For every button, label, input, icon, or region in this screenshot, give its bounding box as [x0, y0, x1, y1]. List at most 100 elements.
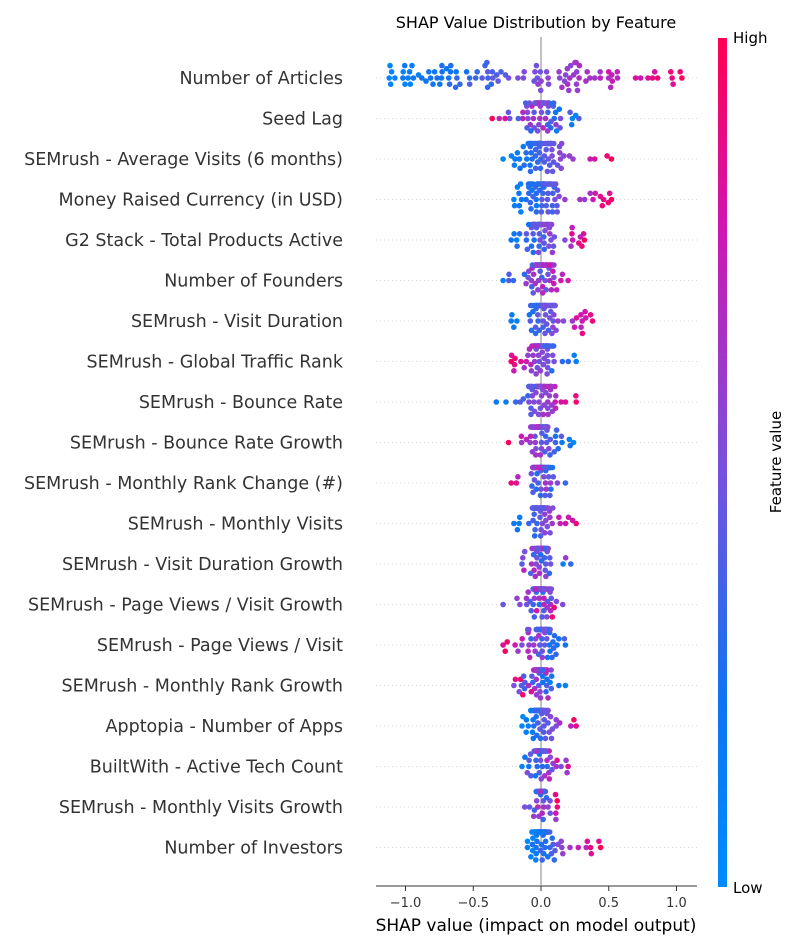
- point-semrush-page-views-visit-growth: [500, 601, 506, 608]
- point-semrush-bounce-rate-growth: [542, 424, 548, 430]
- point-number-of-investors: [528, 854, 534, 860]
- point-semrush-average-visits-6-months: [527, 140, 533, 147]
- colorbar-high-label: High: [733, 29, 767, 47]
- point-builtwith-active-tech-count: [519, 763, 525, 770]
- point-semrush-visit-duration-growth: [541, 555, 548, 561]
- feature-label-semrush-visit-duration: SEMrush - Visit Duration: [131, 312, 343, 332]
- point-number-of-articles: [439, 69, 445, 75]
- point-builtwith-active-tech-count: [549, 766, 555, 773]
- point-g2-stack-total-products-active: [530, 249, 537, 256]
- point-builtwith-active-tech-count: [547, 754, 554, 760]
- point-semrush-page-views-visit-growth: [544, 604, 550, 611]
- point-number-of-articles: [423, 78, 429, 84]
- point-semrush-page-views-visit: [550, 639, 556, 645]
- point-semrush-page-views-visit: [504, 639, 511, 645]
- point-apptopia-number-of-apps: [571, 717, 577, 723]
- point-semrush-monthly-rank-growth: [548, 667, 554, 673]
- point-semrush-monthly-visits-growth: [554, 798, 560, 804]
- point-number-of-articles: [679, 75, 685, 81]
- feature-label-semrush-average-visits-6-months: SEMrush - Average Visits (6 months): [24, 150, 343, 170]
- point-number-of-articles: [591, 75, 598, 81]
- point-g2-stack-total-products-active: [547, 221, 554, 228]
- point-seed-lag: [524, 109, 531, 116]
- point-number-of-investors: [588, 850, 595, 857]
- point-number-of-articles: [521, 69, 527, 75]
- point-semrush-monthly-visits: [543, 517, 549, 524]
- point-number-of-articles: [515, 75, 521, 81]
- point-semrush-average-visits-6-months: [541, 159, 548, 165]
- point-number-of-articles: [484, 84, 491, 91]
- point-g2-stack-total-products-active: [577, 234, 584, 240]
- point-g2-stack-total-products-active: [569, 237, 576, 243]
- point-semrush-monthly-visits-growth: [553, 816, 559, 823]
- point-semrush-monthly-rank-growth: [520, 673, 527, 679]
- point-number-of-articles: [583, 78, 589, 84]
- point-semrush-average-visits-6-months: [532, 165, 539, 172]
- point-number-of-articles: [637, 75, 644, 81]
- point-semrush-visit-duration: [573, 315, 580, 321]
- point-seed-lag: [502, 115, 508, 122]
- point-semrush-bounce-rate: [525, 393, 531, 399]
- point-seed-lag: [550, 100, 557, 106]
- point-semrush-monthly-visits-growth: [530, 813, 537, 820]
- point-semrush-page-views-visit-growth: [531, 595, 538, 602]
- point-semrush-page-views-visit-growth: [544, 614, 550, 620]
- point-number-of-investors: [539, 829, 546, 835]
- point-builtwith-active-tech-count: [550, 760, 556, 767]
- point-number-of-articles: [490, 75, 496, 81]
- point-semrush-average-visits-6-months: [508, 153, 515, 159]
- point-money-raised-currency-in-usd: [511, 202, 518, 209]
- point-apptopia-number-of-apps: [519, 723, 525, 729]
- point-semrush-average-visits-6-months: [549, 168, 556, 175]
- point-semrush-bounce-rate-growth: [532, 433, 538, 440]
- point-seed-lag: [557, 125, 563, 131]
- point-g2-stack-total-products-active: [569, 224, 575, 231]
- point-money-raised-currency-in-usd: [539, 196, 545, 203]
- point-builtwith-active-tech-count: [558, 763, 564, 770]
- point-semrush-visit-duration: [569, 318, 576, 324]
- point-semrush-average-visits-6-months: [527, 162, 533, 168]
- point-semrush-bounce-rate-growth: [518, 433, 525, 440]
- point-builtwith-active-tech-count: [536, 769, 543, 776]
- point-semrush-bounce-rate-growth: [542, 433, 549, 440]
- point-money-raised-currency-in-usd: [606, 190, 613, 197]
- point-semrush-monthly-rank-growth: [539, 673, 546, 679]
- point-semrush-page-views-visit: [539, 654, 546, 661]
- point-apptopia-number-of-apps: [535, 707, 541, 714]
- point-number-of-articles: [439, 62, 445, 69]
- point-semrush-visit-duration-growth: [521, 567, 527, 573]
- point-number-of-articles: [443, 65, 450, 72]
- feature-label-semrush-monthly-rank-change: SEMrush - Monthly Rank Change (#): [24, 474, 343, 494]
- point-semrush-monthly-rank-change: [530, 489, 536, 496]
- point-semrush-monthly-visits: [550, 505, 556, 511]
- point-semrush-bounce-rate: [531, 399, 537, 405]
- point-semrush-page-views-visit: [550, 645, 557, 651]
- point-semrush-bounce-rate: [573, 399, 579, 405]
- point-number-of-articles: [426, 69, 432, 75]
- point-number-of-founders: [510, 277, 517, 284]
- point-semrush-average-visits-6-months: [521, 162, 527, 168]
- point-semrush-average-visits-6-months: [523, 150, 529, 156]
- point-semrush-monthly-visits: [542, 530, 548, 536]
- point-semrush-visit-duration: [587, 312, 594, 318]
- point-semrush-average-visits-6-months: [528, 150, 534, 156]
- point-g2-stack-total-products-active: [568, 243, 574, 249]
- point-semrush-page-views-visit: [556, 636, 562, 642]
- point-number-of-founders: [546, 262, 553, 268]
- point-semrush-bounce-rate: [541, 383, 548, 390]
- point-semrush-monthly-rank-growth: [547, 679, 553, 686]
- point-number-of-articles: [570, 72, 577, 78]
- point-seed-lag: [552, 109, 559, 116]
- point-builtwith-active-tech-count: [546, 748, 552, 754]
- point-number-of-articles: [407, 81, 414, 87]
- point-number-of-founders: [506, 271, 512, 278]
- point-number-of-investors: [530, 835, 536, 841]
- point-number-of-articles: [584, 69, 590, 75]
- point-semrush-visit-duration: [508, 318, 514, 324]
- point-seed-lag: [567, 109, 573, 116]
- point-semrush-monthly-rank-change: [543, 486, 549, 493]
- point-semrush-visit-duration-growth: [519, 561, 525, 567]
- point-semrush-page-views-visit: [547, 648, 553, 654]
- point-semrush-bounce-rate: [540, 411, 546, 418]
- point-apptopia-number-of-apps: [537, 726, 543, 732]
